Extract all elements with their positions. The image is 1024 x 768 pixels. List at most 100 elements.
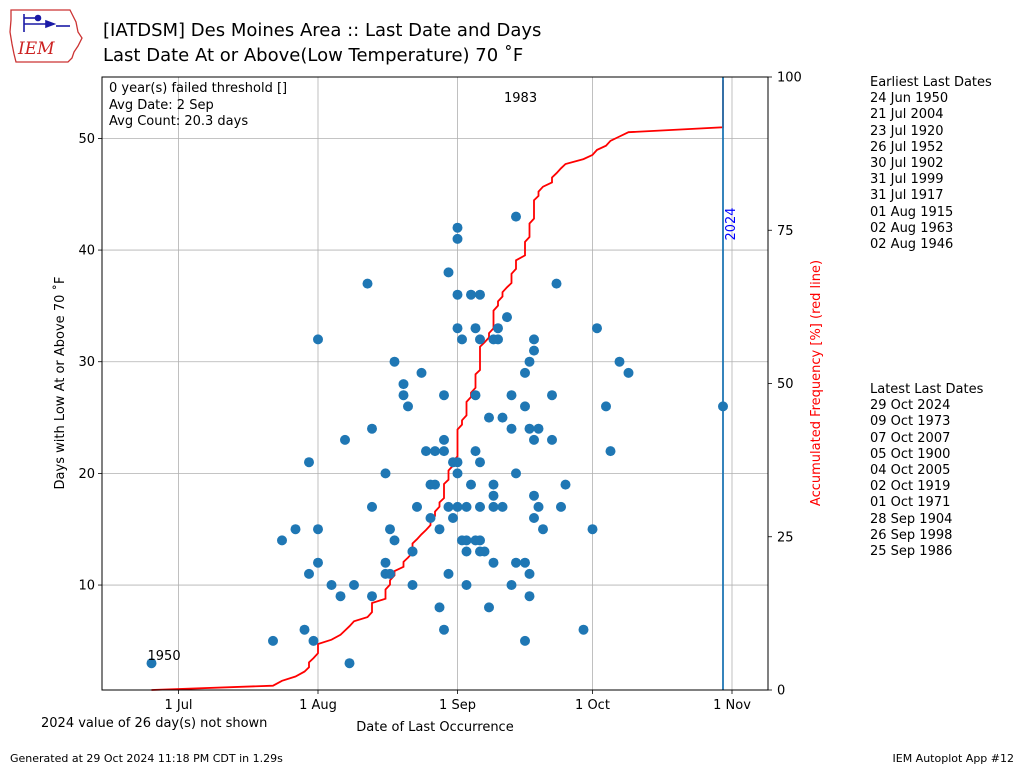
iem-logo: IEM: [9, 9, 83, 63]
data-point: [479, 546, 490, 557]
data-point: [439, 390, 449, 401]
data-point: [367, 501, 377, 512]
data-point: [484, 602, 494, 613]
data-point: [290, 524, 301, 535]
y2-tick-label: 50: [777, 377, 794, 392]
data-point: [362, 278, 373, 289]
footer-generated: Generated at 29 Oct 2024 11:18 PM CDT in…: [10, 752, 283, 765]
data-point: [313, 334, 323, 345]
data-point: [524, 568, 535, 579]
latest-date-item: 28 Sep 1904: [870, 511, 953, 527]
data-point: [398, 379, 409, 390]
iowa-outline: [9, 9, 83, 63]
data-point: [326, 580, 337, 590]
data-point: [601, 401, 611, 412]
earliest-title: Earliest Last Dates: [870, 75, 992, 90]
grid: [102, 77, 768, 690]
data-point: [340, 434, 350, 445]
data-point: [551, 278, 562, 289]
data-point: [452, 222, 463, 233]
y2-axis: 0 25 50 75 100: [768, 71, 802, 699]
data-point: [385, 524, 395, 535]
data-point: [475, 289, 485, 300]
x-tick-label: 1 Sep: [439, 698, 476, 713]
data-point: [529, 434, 539, 445]
data-point: [475, 457, 485, 468]
earliest-date-item: 02 Aug 1946: [870, 236, 954, 252]
data-point: [488, 501, 499, 512]
data-point: [488, 479, 499, 490]
data-point: [475, 334, 485, 345]
data-point: [452, 457, 463, 468]
data-point: [533, 423, 544, 434]
data-point: [461, 580, 472, 590]
data-point: [367, 591, 377, 602]
data-point: [520, 367, 530, 378]
y-axis-label: Days with Low At or Above 70 ˚F: [52, 277, 68, 490]
y-tick-label: 10: [78, 579, 95, 594]
data-point: [403, 401, 413, 412]
data-point: [578, 624, 589, 635]
footer-app: IEM Autoplot App #12: [892, 752, 1015, 765]
data-point: [547, 390, 557, 401]
y-tick-label: 50: [78, 132, 95, 147]
data-point: [439, 624, 449, 635]
data-point: [344, 658, 355, 669]
marker-2024-group: 2024: [718, 77, 739, 690]
data-point: [488, 557, 499, 568]
plot-frame: [101, 76, 769, 691]
latest-date-item: 09 Oct 1973: [870, 414, 951, 430]
data-point: [434, 602, 445, 613]
data-point: [443, 267, 454, 278]
latest-title: Latest Last Dates: [870, 382, 984, 397]
data-point: [466, 479, 476, 490]
data-point: [560, 479, 571, 490]
data-point: [475, 535, 485, 546]
data-point: [488, 490, 499, 501]
data-point: [452, 289, 463, 300]
y2-tick-label: 25: [777, 530, 794, 545]
data-point: [587, 524, 598, 535]
data-point: [529, 345, 539, 356]
y-axis: 10 20 30 40 50: [78, 132, 102, 594]
chart-subtitle: Last Date At or Above(Low Temperature) 7…: [103, 45, 524, 66]
note-2024: 2024 value of 26 day(s) not shown: [41, 716, 268, 731]
data-point: [605, 446, 616, 457]
x-axis-label: Date of Last Occurrence: [356, 720, 513, 735]
annotation-label: 1983: [504, 91, 537, 106]
latest-date-item: 07 Oct 2007: [870, 430, 951, 446]
data-point: [268, 635, 278, 646]
data-point: [398, 390, 409, 401]
failed-threshold-text: 0 year(s) failed threshold []: [109, 81, 288, 96]
data-point: [304, 457, 314, 468]
annotation-label: 1950: [148, 649, 181, 664]
data-point: [434, 524, 445, 535]
data-point: [533, 501, 544, 512]
data-point: [520, 635, 530, 646]
latest-list: Latest Last Dates 29 Oct 2024 09 Oct 1973…: [870, 382, 984, 559]
data-point: [475, 501, 485, 512]
data-point: [520, 401, 530, 412]
stats-box: 0 year(s) failed threshold [] Avg Date: …: [109, 81, 287, 131]
marker-2024-point: [718, 401, 728, 412]
earliest-date-item: 01 Aug 1915: [870, 204, 954, 220]
data-point: [461, 535, 472, 546]
data-point: [529, 334, 539, 345]
data-point: [277, 535, 287, 546]
y-tick-label: 20: [78, 467, 95, 482]
data-point: [497, 412, 508, 423]
earliest-date-item: 31 Jul 1999: [870, 172, 944, 188]
y-tick-label: 40: [78, 244, 95, 259]
data-point: [511, 468, 521, 479]
data-point: [299, 624, 310, 635]
data-point: [466, 289, 476, 300]
data-point: [623, 367, 634, 378]
data-point: [380, 468, 391, 479]
annotations: 1950 1983: [148, 91, 538, 664]
data-point: [497, 501, 508, 512]
avg-date-text: Avg Date: 2 Sep: [109, 97, 214, 113]
data-point: [452, 233, 463, 244]
data-point: [308, 635, 319, 646]
data-point: [389, 535, 400, 546]
